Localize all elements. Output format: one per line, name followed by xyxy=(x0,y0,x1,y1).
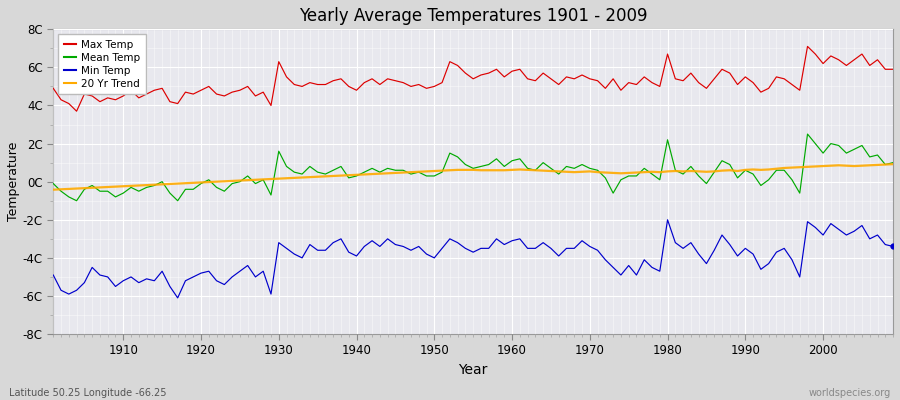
Y-axis label: Temperature: Temperature xyxy=(7,142,20,221)
Text: Latitude 50.25 Longitude -66.25: Latitude 50.25 Longitude -66.25 xyxy=(9,388,166,398)
X-axis label: Year: Year xyxy=(458,363,488,377)
Title: Yearly Average Temperatures 1901 - 2009: Yearly Average Temperatures 1901 - 2009 xyxy=(299,7,647,25)
Legend: Max Temp, Mean Temp, Min Temp, 20 Yr Trend: Max Temp, Mean Temp, Min Temp, 20 Yr Tre… xyxy=(58,34,146,94)
Text: worldspecies.org: worldspecies.org xyxy=(809,388,891,398)
